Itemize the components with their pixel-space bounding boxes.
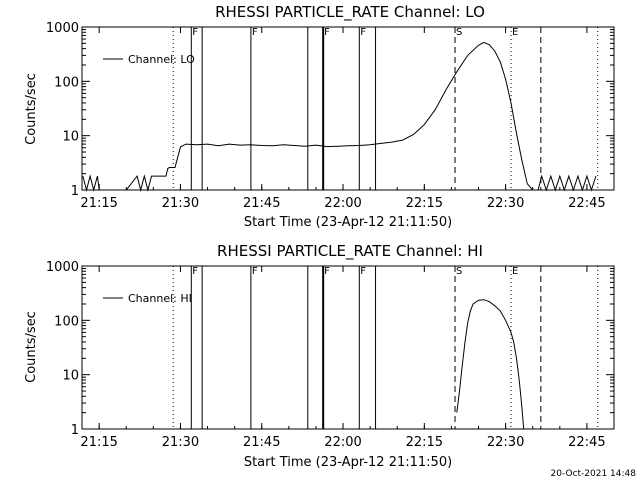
x-tick-label: 22:45 xyxy=(568,196,605,211)
event-label-9: E xyxy=(512,27,518,38)
y-axis-label: Counts/sec xyxy=(24,73,39,145)
y-tick-label: 100 xyxy=(54,75,79,90)
legend-label: Channel: HI xyxy=(128,292,192,305)
y-tick-label: 10 xyxy=(62,369,79,384)
chart-panel-lo: RHESSI PARTICLE_RATE Channel: LO Counts/… xyxy=(24,3,615,230)
x-tick-label: 22:00 xyxy=(324,435,361,450)
x-tick-label: 22:15 xyxy=(406,196,443,211)
event-label-9: E xyxy=(512,266,518,277)
event-label-1: F xyxy=(192,266,198,277)
chart-panel-hi: RHESSI PARTICLE_RATE Channel: HI Counts/… xyxy=(24,242,615,470)
y-tick-label: 10 xyxy=(62,130,79,145)
plot-frame xyxy=(81,26,615,191)
event-label-8: S xyxy=(456,27,462,38)
x-ticks: 21:15 21:30 21:45 22:00 22:15 22:30 22:45 xyxy=(80,27,615,211)
event-label-5: F xyxy=(324,27,330,38)
x-tick-label: 21:15 xyxy=(80,435,117,450)
x-axis-label: Start Time (23-Apr-12 21:11:50) xyxy=(244,455,452,470)
x-tick-label: 21:45 xyxy=(243,196,280,211)
event-label-3: F xyxy=(252,266,258,277)
y-axis-label: Counts/sec xyxy=(24,311,39,383)
series-line-0 xyxy=(456,299,525,430)
legend: Channel: HI xyxy=(103,292,192,305)
y-tick-label: 1000 xyxy=(46,260,79,275)
plot-frame xyxy=(81,265,615,430)
chart-title: RHESSI PARTICLE_RATE Channel: LO xyxy=(215,3,485,22)
chart-title: RHESSI PARTICLE_RATE Channel: HI xyxy=(217,242,483,261)
series-layer xyxy=(82,41,597,192)
x-ticks: 21:15 21:30 21:45 22:00 22:15 22:30 22:45 xyxy=(80,266,615,450)
legend: Channel: LO xyxy=(103,53,195,66)
x-tick-label: 22:30 xyxy=(487,196,524,211)
event-label-5: F xyxy=(324,266,330,277)
x-tick-label: 21:15 xyxy=(80,196,117,211)
y-tick-label: 1 xyxy=(71,184,79,199)
legend-label: Channel: LO xyxy=(128,53,195,66)
event-label-8: S xyxy=(456,266,462,277)
x-tick-label: 22:15 xyxy=(406,435,443,450)
x-axis-label: Start Time (23-Apr-12 21:11:50) xyxy=(244,215,452,230)
event-label-6: F xyxy=(360,27,366,38)
timestamp: 20-Oct-2021 14:48 xyxy=(551,469,637,479)
x-tick-label: 21:30 xyxy=(162,196,199,211)
y-ticks: 1 10 100 1000 xyxy=(46,21,614,199)
x-tick-label: 21:30 xyxy=(162,435,199,450)
x-tick-label: 22:30 xyxy=(487,435,524,450)
x-tick-label: 22:00 xyxy=(324,196,361,211)
y-tick-label: 1 xyxy=(71,423,79,438)
event-label-6: F xyxy=(360,266,366,277)
x-tick-label: 21:45 xyxy=(243,435,280,450)
event-label-3: F xyxy=(252,27,258,38)
series-line-0 xyxy=(82,41,597,192)
event-label-1: F xyxy=(192,27,198,38)
y-tick-label: 1000 xyxy=(46,21,79,36)
y-tick-label: 100 xyxy=(54,314,79,329)
y-ticks: 1 10 100 1000 xyxy=(46,260,614,438)
series-layer xyxy=(456,299,525,430)
x-tick-label: 22:45 xyxy=(568,435,605,450)
